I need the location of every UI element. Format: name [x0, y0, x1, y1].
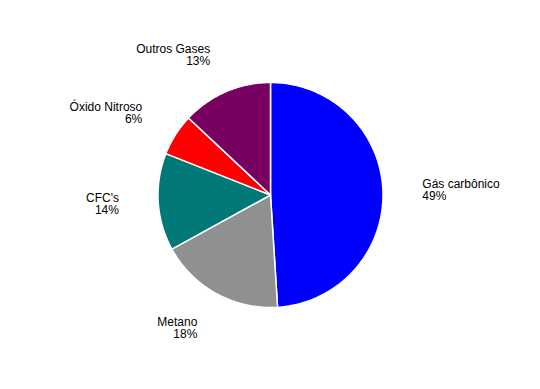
- svg-text:Metano18%: Metano18%: [157, 315, 197, 341]
- svg-text:Outros Gases13%: Outros Gases13%: [136, 42, 210, 68]
- svg-text:Óxido Nitroso6%: Óxido Nitroso6%: [70, 99, 143, 126]
- svg-text:CFC's14%: CFC's14%: [86, 191, 119, 217]
- svg-text:Gás carbônico49%: Gás carbônico49%: [422, 177, 500, 203]
